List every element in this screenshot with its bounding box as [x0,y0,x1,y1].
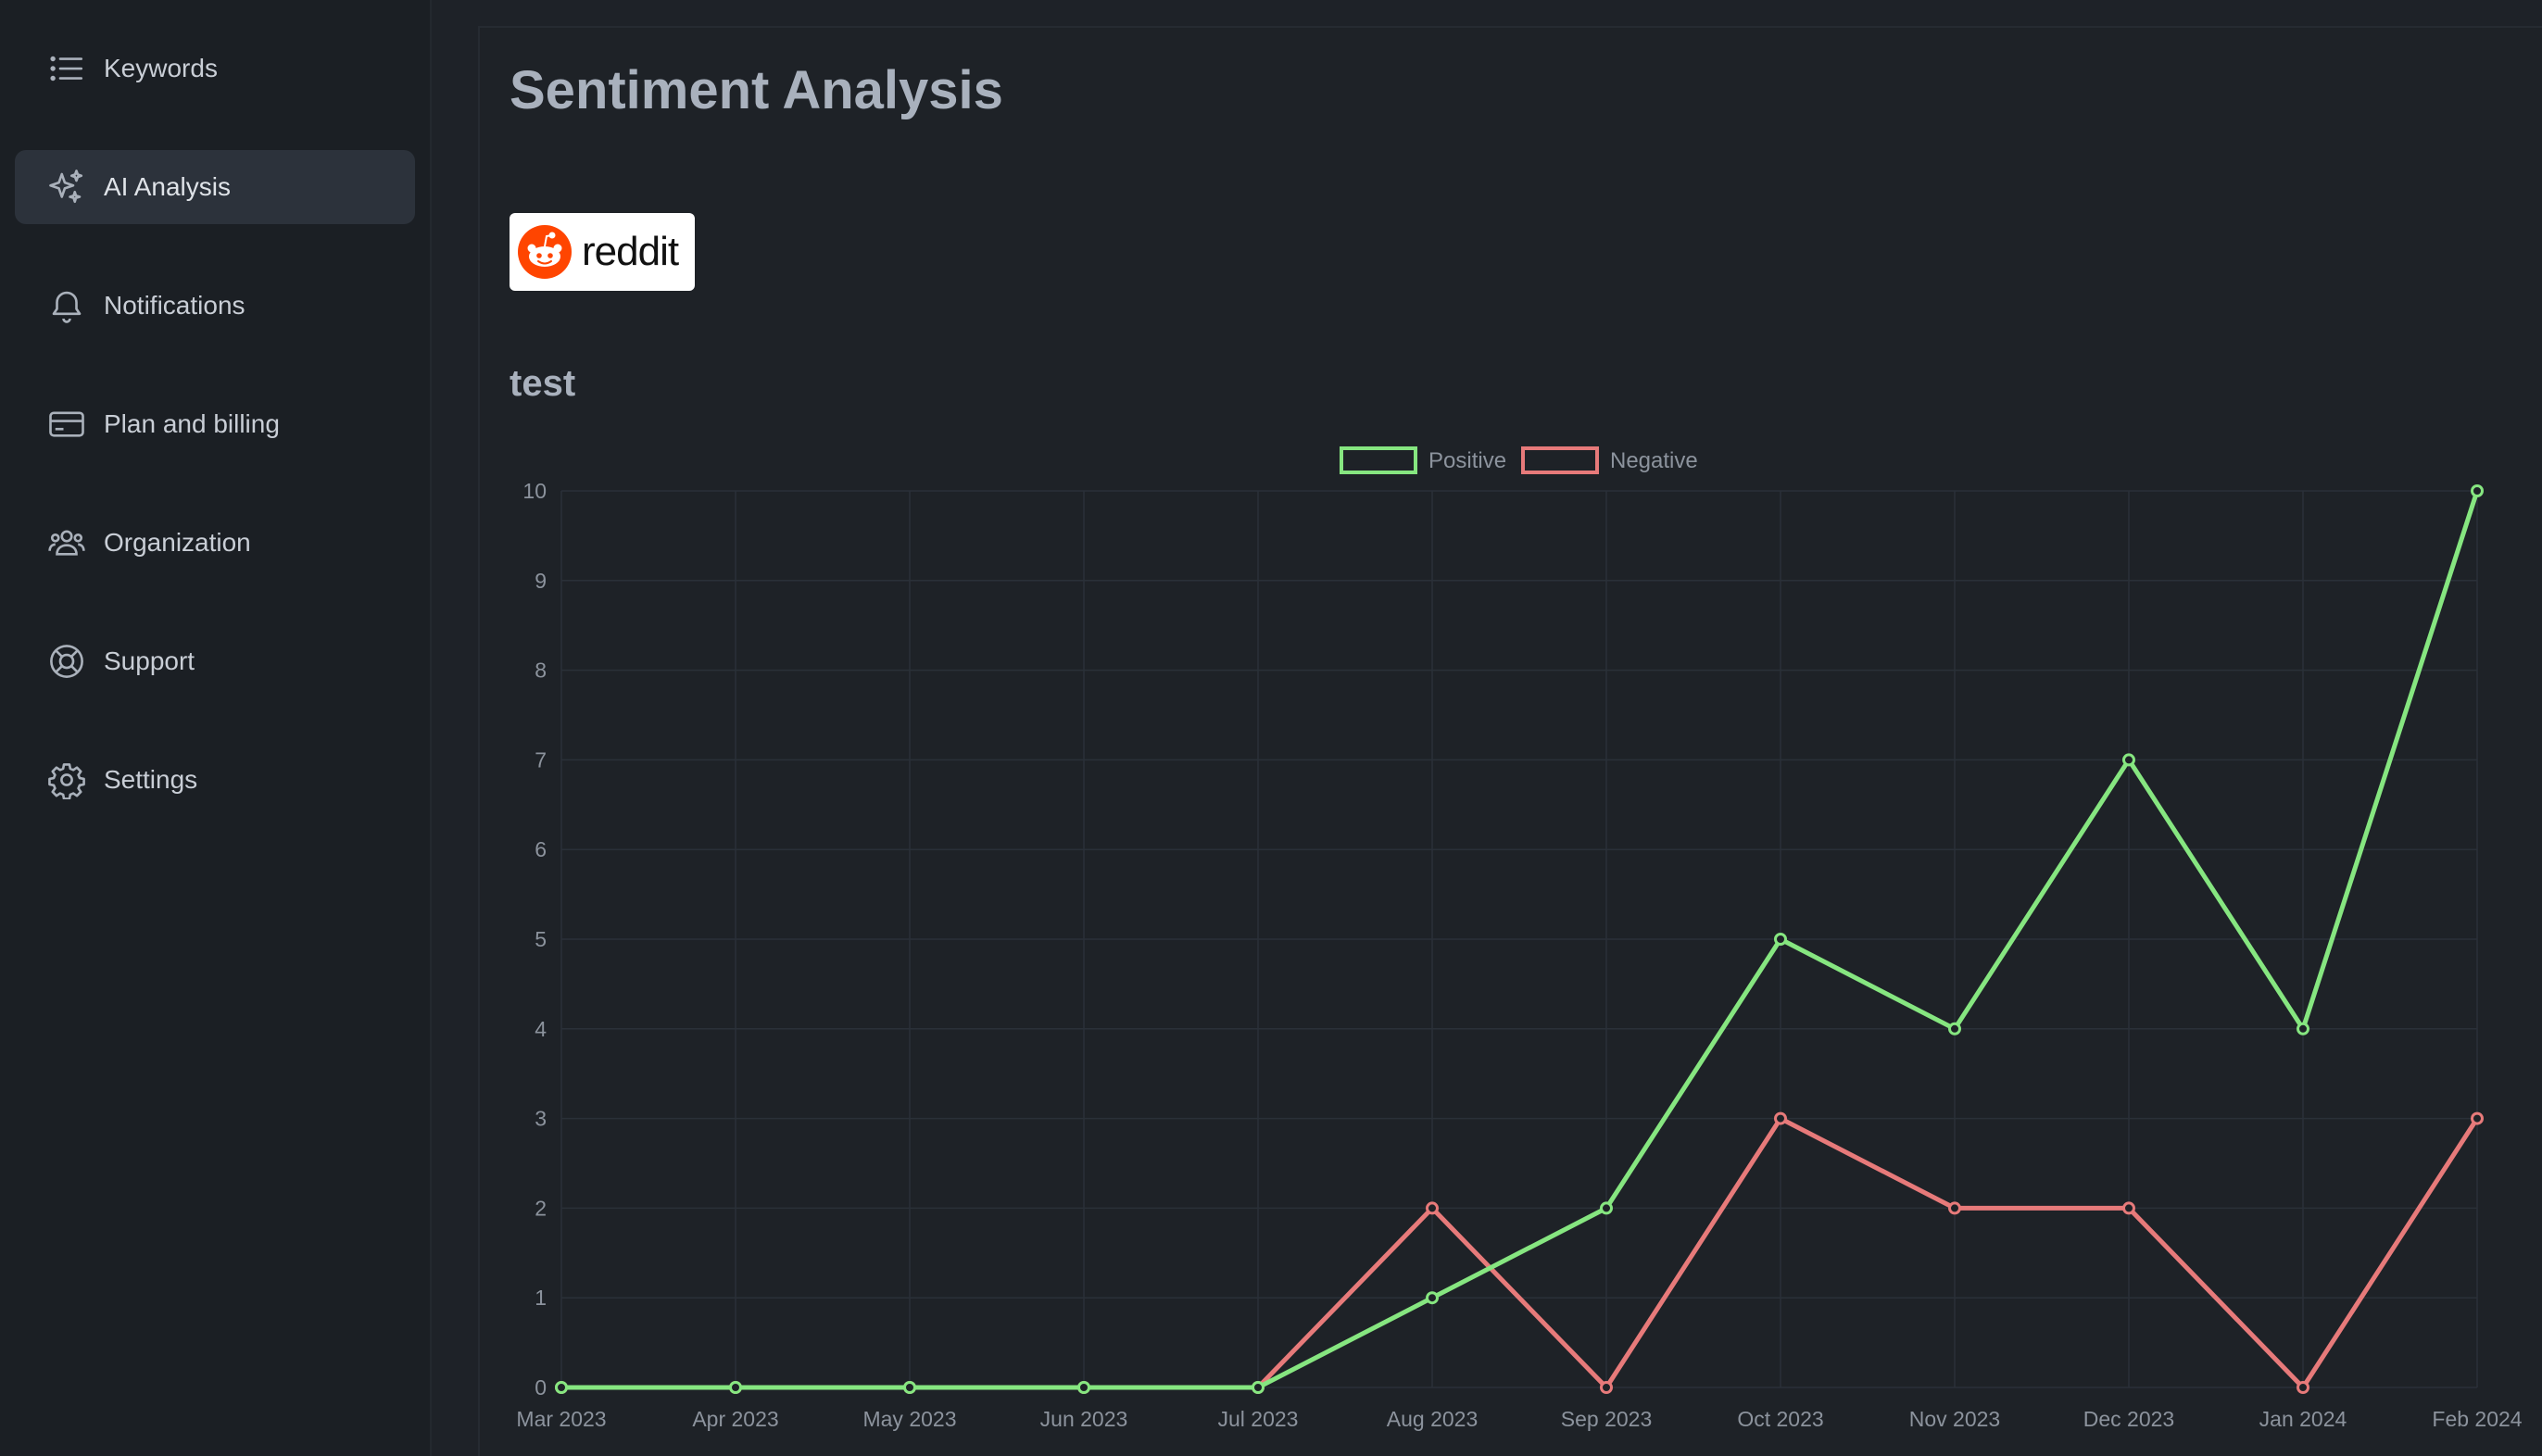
data-point-negative [2122,1201,2135,1215]
reddit-wordmark: reddit [582,229,679,274]
reddit-logo: reddit [510,213,695,291]
users-icon [46,522,87,563]
sidebar-item-label: AI Analysis [104,172,231,201]
y-tick-label: 9 [535,569,547,593]
keyword-title: test [510,363,576,404]
x-tick-label: Oct 2023 [1737,1407,1823,1431]
sidebar-item-label: Notifications [104,291,245,320]
data-point-negative [1600,1381,1613,1394]
chart-series [555,484,2484,1394]
sidebar-item-label: Plan and billing [104,409,280,438]
x-tick-label: Jul 2023 [1218,1407,1299,1431]
legend-swatch-negative [1521,446,1599,474]
bell-icon [46,285,87,326]
data-point-negative [1426,1201,1439,1215]
sidebar-item-plan-and-billing[interactable]: Plan and billing [15,387,415,461]
y-tick-label: 10 [522,479,547,503]
sidebar: Keywords AI Analysis Notifications [0,0,432,1456]
legend-label-positive: Positive [1428,448,1506,473]
y-tick-label: 5 [535,927,547,951]
x-tick-label: Sep 2023 [1561,1407,1652,1431]
list-icon [46,48,87,89]
y-tick-label: 0 [535,1375,547,1400]
data-point-positive [2471,484,2484,497]
sidebar-item-ai-analysis[interactable]: AI Analysis [15,150,415,224]
data-point-positive [729,1381,742,1394]
y-tick-label: 3 [535,1107,547,1131]
y-tick-label: 8 [535,659,547,683]
sentiment-line-chart: Positive Negative 0 1 2 3 4 5 6 7 8 9 10 Mar 2023 Apr… [516,446,2523,1431]
sidebar-item-label: Support [104,646,195,675]
reddit-alien-icon [518,225,572,279]
x-tick-label: Jun 2023 [1040,1407,1128,1431]
data-point-positive [1600,1201,1613,1215]
sidebar-item-notifications[interactable]: Notifications [15,269,415,343]
page-title: Sentiment Analysis [510,60,1003,120]
gear-icon [46,759,87,800]
x-tick-label: Jan 2024 [2259,1407,2347,1431]
legend-label-negative: Negative [1610,448,1698,473]
y-tick-label: 1 [535,1286,547,1310]
x-tick-label: Nov 2023 [1909,1407,2000,1431]
sparkles-icon [46,167,87,207]
sidebar-item-keywords[interactable]: Keywords [15,31,415,106]
sidebar-item-label: Settings [104,765,198,794]
chart-axes: 0 1 2 3 4 5 6 7 8 9 10 Mar 2023 Apr 2023 May 2023 Jun … [516,479,2522,1431]
data-point-negative [2471,1111,2484,1125]
data-point-positive [2122,753,2135,767]
data-point-positive [903,1381,916,1394]
data-point-negative [1774,1111,1787,1125]
sidebar-item-label: Keywords [104,54,218,82]
sidebar-item-organization[interactable]: Organization [15,506,415,580]
data-point-positive [1252,1381,1265,1394]
data-point-positive [1426,1291,1439,1305]
data-point-positive [555,1381,568,1394]
data-point-positive [1077,1381,1090,1394]
y-tick-label: 4 [535,1017,547,1041]
credit-card-icon [46,404,87,445]
x-tick-label: Feb 2024 [2432,1407,2522,1431]
x-tick-label: May 2023 [862,1407,956,1431]
series-line-positive [559,488,2480,1390]
data-point-negative [2297,1381,2309,1394]
data-point-positive [1948,1022,1961,1036]
x-tick-label: Dec 2023 [2083,1407,2174,1431]
legend-swatch-positive [1340,446,1417,474]
x-tick-label: Apr 2023 [692,1407,778,1431]
sidebar-item-settings[interactable]: Settings [15,743,415,817]
lifebuoy-icon [46,641,87,682]
y-tick-label: 6 [535,837,547,861]
data-point-positive [2297,1022,2309,1036]
sidebar-item-support[interactable]: Support [15,624,415,698]
sidebar-item-label: Organization [104,528,251,557]
y-tick-label: 7 [535,747,547,772]
data-point-positive [1774,933,1787,946]
chart-legend: Positive Negative [1340,446,1698,474]
x-tick-label: Aug 2023 [1387,1407,1478,1431]
data-point-negative [1948,1201,1961,1215]
x-tick-label: Mar 2023 [516,1407,606,1431]
y-tick-label: 2 [535,1196,547,1220]
main-panel: Sentiment Analysis reddit test Positive N… [478,26,2542,1456]
